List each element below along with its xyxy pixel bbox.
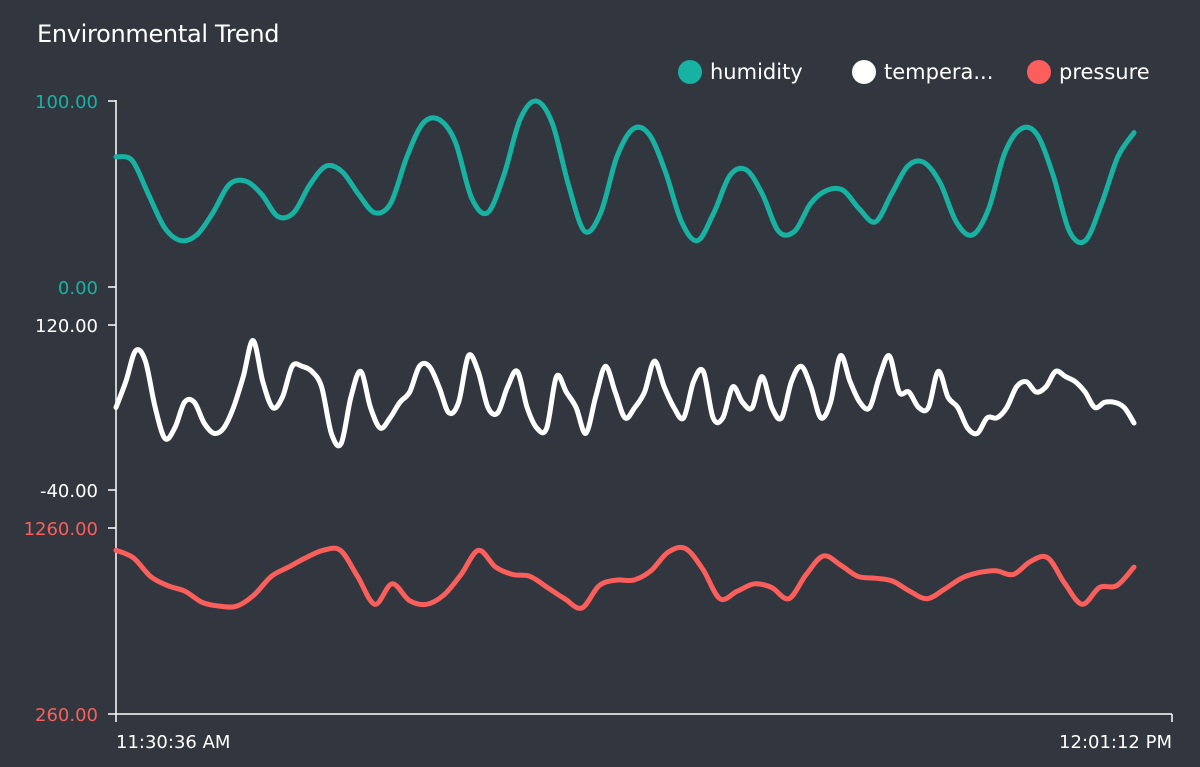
legend-item-temperature[interactable]: tempera... [852,60,993,84]
x-label-end: 12:01:12 PM [1059,732,1172,753]
y-label-temperature-min: -40.00 [40,481,98,502]
legend-dot-pressure-icon [1027,60,1051,84]
y-label-humidity-min: 0.00 [58,278,98,299]
series-line-pressure [113,544,1137,611]
legend: humidity tempera... pressure [0,60,1200,90]
legend-dot-temperature-icon [852,60,876,84]
legend-dot-humidity-icon [678,60,702,84]
y-label-pressure-max: 1260.00 [24,519,98,540]
legend-item-humidity[interactable]: humidity [678,60,803,84]
legend-label-pressure: pressure [1059,60,1150,84]
chart-title: Environmental Trend [37,20,280,48]
legend-label-humidity: humidity [710,60,803,84]
series-line-temperature [113,337,1137,449]
legend-item-pressure[interactable]: pressure [1027,60,1150,84]
series-line-humidity [113,98,1137,246]
y-label-humidity-max: 100.00 [35,92,98,113]
x-label-start: 11:30:36 AM [116,732,230,753]
legend-label-temperature: tempera... [884,60,994,84]
y-label-pressure-min: 260.00 [35,705,98,726]
y-label-temperature-max: 120.00 [35,316,98,337]
